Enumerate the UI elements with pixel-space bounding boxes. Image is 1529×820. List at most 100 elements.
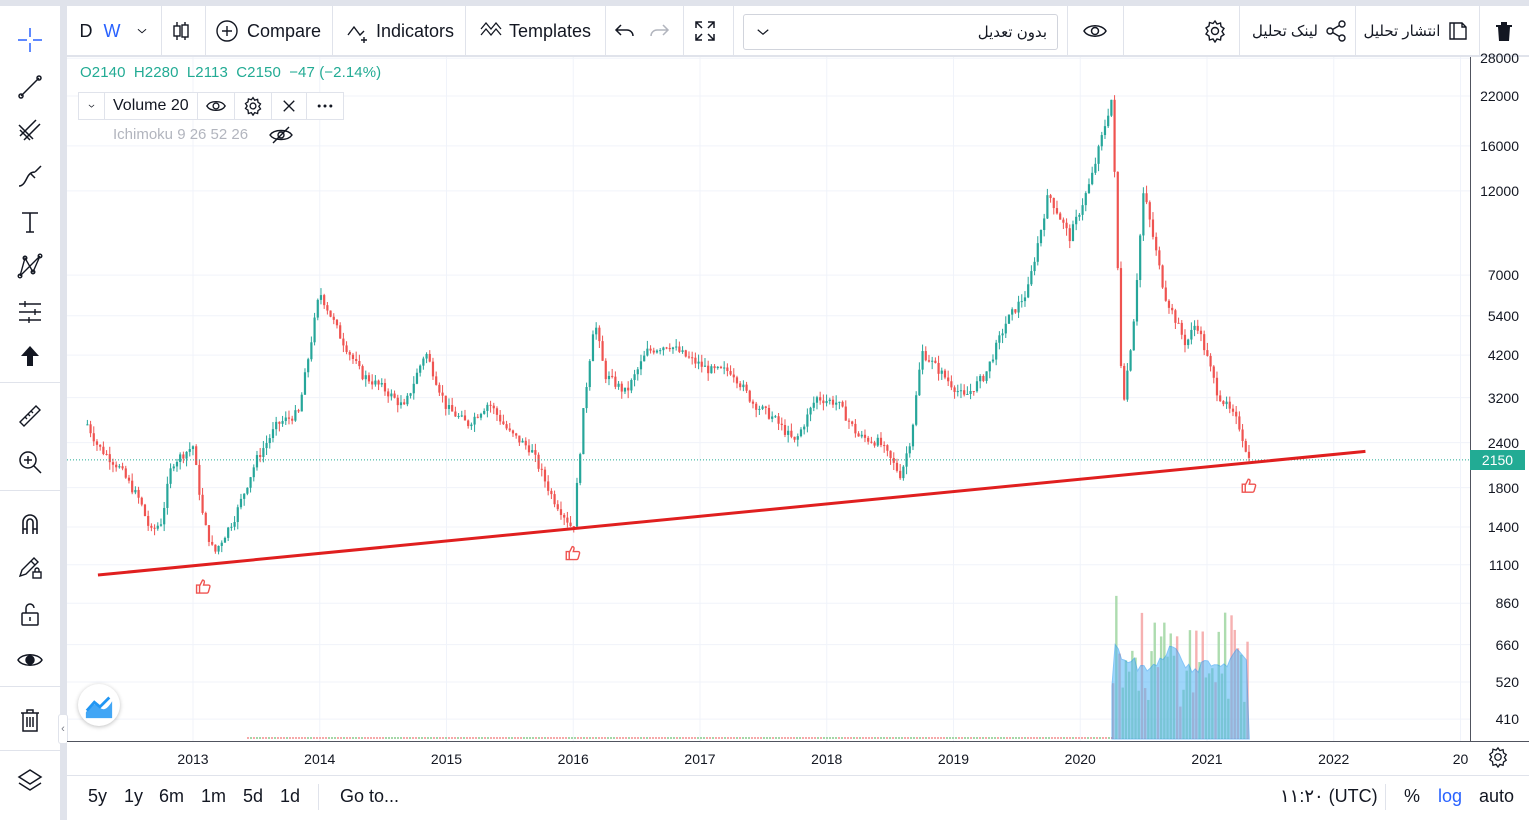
candle-body bbox=[1225, 401, 1228, 405]
volume-bar bbox=[388, 737, 390, 739]
trash-icon[interactable] bbox=[8, 700, 52, 740]
candle-body bbox=[1199, 330, 1203, 335]
volume-bar bbox=[1006, 737, 1008, 739]
templates-button[interactable]: Templates bbox=[473, 6, 597, 56]
volume-remove-close-icon[interactable] bbox=[272, 93, 307, 119]
axis-settings-gear-icon[interactable] bbox=[1487, 746, 1509, 770]
percent-scale-button[interactable]: % bbox=[1404, 776, 1420, 816]
resolution-dropdown-chevron-icon[interactable] bbox=[131, 6, 153, 56]
eye-icon[interactable] bbox=[8, 640, 52, 680]
volume-more-dots-icon[interactable] bbox=[307, 93, 343, 119]
price-chart[interactable] bbox=[67, 57, 1470, 741]
collapse-left-panel-chevron-icon[interactable]: ‹ bbox=[58, 714, 68, 744]
log-scale-button[interactable]: log bbox=[1438, 776, 1462, 816]
layers-icon[interactable] bbox=[8, 760, 52, 800]
volume-bar bbox=[346, 737, 348, 739]
timezone-button[interactable]: ۱۱:۲۰ (UTC) bbox=[1280, 776, 1378, 816]
price-adjustment-select[interactable]: بدون تعدیل bbox=[743, 14, 1058, 50]
trend-line-tool-icon[interactable] bbox=[8, 66, 52, 106]
candle-body bbox=[863, 434, 867, 438]
volume-bar bbox=[595, 737, 597, 739]
range-label: 1d bbox=[280, 785, 301, 806]
candle-body bbox=[764, 406, 767, 408]
support-trend-line[interactable] bbox=[97, 449, 1366, 577]
collapse-chevron-icon[interactable] bbox=[79, 93, 105, 119]
redo-icon[interactable] bbox=[646, 6, 672, 56]
candle-body bbox=[550, 490, 553, 495]
undo-icon[interactable] bbox=[612, 6, 638, 56]
candle-body bbox=[399, 402, 403, 406]
candle-body bbox=[1043, 218, 1046, 231]
volume-bar bbox=[601, 737, 603, 739]
range-1m-button[interactable]: 1m bbox=[201, 776, 226, 816]
candle-body bbox=[217, 545, 220, 552]
volume-eye-icon[interactable] bbox=[198, 93, 235, 119]
price-axis[interactable]: 410 520 660 860 1100 1400 1800 2400 3200 4200 5400… bbox=[1470, 50, 1529, 741]
candle-body bbox=[873, 442, 876, 446]
candle-body bbox=[556, 504, 559, 510]
volume-bar bbox=[949, 737, 951, 739]
auto-scale-button[interactable]: auto bbox=[1479, 776, 1514, 816]
unlock-icon[interactable] bbox=[8, 594, 52, 634]
lock-drawing-pencil-icon[interactable] bbox=[8, 548, 52, 588]
candle-body bbox=[1091, 172, 1094, 185]
volume-bar bbox=[493, 737, 495, 739]
volume-bar bbox=[451, 737, 453, 739]
candle-body bbox=[86, 424, 89, 426]
publish-idea-button[interactable]: انتشار تحلیل bbox=[1361, 6, 1473, 56]
tradingview-logo-icon[interactable] bbox=[78, 684, 120, 726]
volume-bar bbox=[454, 737, 456, 739]
candle-body bbox=[601, 341, 604, 361]
prediction-tool-icon[interactable] bbox=[8, 292, 52, 332]
volume-bar bbox=[880, 737, 882, 739]
visibility-eye-icon[interactable] bbox=[1075, 6, 1115, 56]
candle-body bbox=[214, 544, 217, 552]
volume-bar bbox=[1093, 737, 1095, 739]
volume-bar bbox=[442, 737, 444, 739]
candle-body bbox=[1084, 193, 1087, 206]
magnet-icon[interactable] bbox=[8, 504, 52, 544]
candles-chart-type-icon[interactable] bbox=[167, 6, 195, 56]
candle-body bbox=[108, 454, 111, 463]
candle-body bbox=[687, 356, 691, 358]
compare-button[interactable]: Compare bbox=[213, 6, 323, 56]
chart-pane[interactable] bbox=[67, 57, 1470, 741]
resolution-w-button[interactable]: W bbox=[101, 6, 123, 56]
volume-bar bbox=[712, 737, 714, 739]
candle-body bbox=[339, 325, 342, 339]
share-link-button[interactable]: لینک تحلیل bbox=[1245, 6, 1355, 56]
delete-trash-icon[interactable] bbox=[1487, 6, 1521, 56]
zoom-in-icon[interactable] bbox=[8, 442, 52, 482]
pitchfork-tool-icon[interactable] bbox=[8, 110, 52, 150]
candle-body bbox=[905, 453, 908, 467]
volume-bar bbox=[697, 737, 699, 739]
range-5y-button[interactable]: 5y bbox=[88, 776, 107, 816]
goto-date-button[interactable]: Go to... bbox=[340, 776, 399, 816]
candle-body bbox=[268, 438, 271, 444]
indicators-button[interactable]: Indicators bbox=[340, 6, 460, 56]
settings-gear-icon[interactable] bbox=[1195, 6, 1235, 56]
volume-settings-gear-icon[interactable] bbox=[235, 93, 272, 119]
brush-tool-icon[interactable] bbox=[8, 156, 52, 196]
crosshair-tool-icon[interactable] bbox=[8, 20, 52, 60]
resolution-d-button[interactable]: D bbox=[75, 6, 97, 56]
fullscreen-icon[interactable] bbox=[690, 6, 720, 56]
range-1d-button[interactable]: 1d bbox=[280, 776, 300, 816]
text-tool-icon[interactable] bbox=[8, 202, 52, 242]
range-6m-button[interactable]: 6m bbox=[159, 776, 184, 816]
ruler-tool-icon[interactable] bbox=[8, 396, 52, 436]
volume-indicator-title[interactable]: Volume 20 bbox=[105, 93, 198, 119]
range-5d-button[interactable]: 5d bbox=[243, 776, 263, 816]
range-1y-button[interactable]: 1y bbox=[124, 776, 143, 816]
candle-body bbox=[111, 462, 115, 465]
volume-bar bbox=[637, 737, 639, 739]
volume-bar bbox=[1069, 737, 1071, 739]
pattern-tool-icon[interactable] bbox=[8, 246, 52, 286]
candle-body bbox=[236, 507, 239, 523]
candle-body bbox=[921, 351, 924, 370]
volume-bar bbox=[640, 737, 642, 739]
ichimoku-legend[interactable]: Ichimoku 9 26 52 26 bbox=[113, 126, 249, 143]
time-axis[interactable]: 2013 2014 2015 2016 2017 2018 2019 2020 2021 2022… bbox=[67, 741, 1529, 775]
hidden-eye-icon[interactable] bbox=[268, 124, 294, 146]
arrow-up-icon[interactable] bbox=[8, 336, 52, 376]
